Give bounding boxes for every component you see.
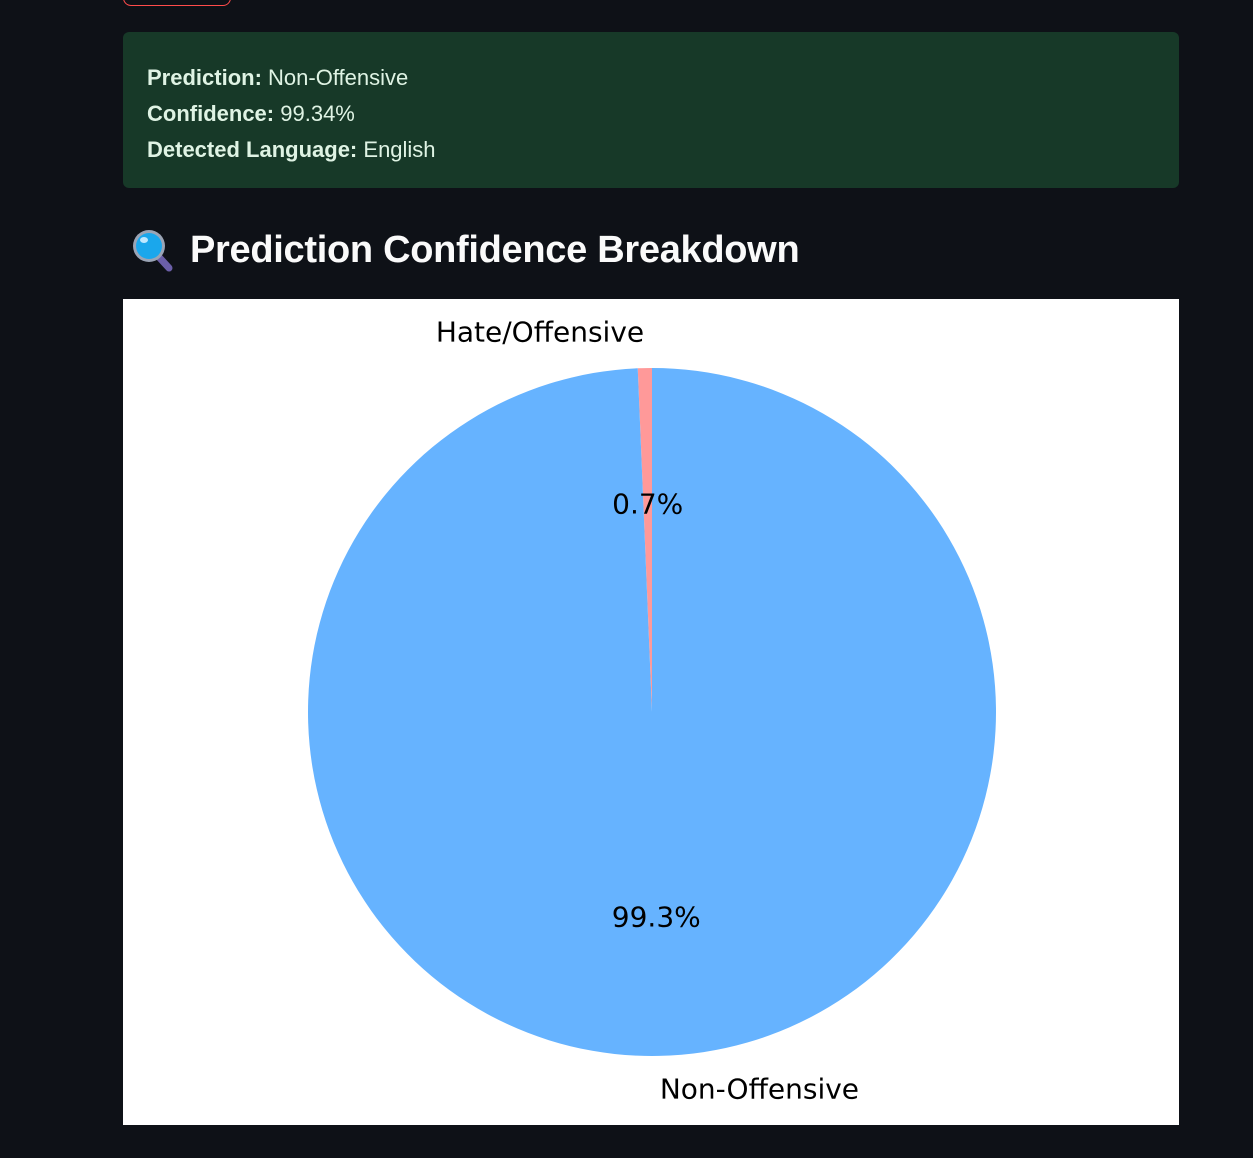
prediction-line: Prediction: Non-Offensive: [147, 60, 1155, 96]
confidence-key: Confidence:: [147, 101, 275, 126]
language-value: English: [363, 137, 436, 162]
pie-slice-non-offensive: [308, 368, 997, 1056]
confidence-value: 99.34%: [280, 101, 355, 126]
pie-slice-hate-offensive: [637, 368, 652, 712]
partial-button[interactable]: [123, 0, 231, 6]
language-line: Detected Language: English: [147, 132, 1155, 168]
pie-percent-non-offensive: 99.3%: [612, 900, 701, 933]
pie-label-non-offensive: Non-Offensive: [660, 1072, 859, 1105]
language-key: Detected Language:: [147, 137, 358, 162]
pie-chart: Hate/Offensive 0.7% Non-Offensive 99.3%: [308, 316, 997, 1105]
breakdown-title: Prediction Confidence Breakdown: [190, 228, 800, 271]
pie-chart-container: Hate/Offensive 0.7% Non-Offensive 99.3%: [123, 299, 1179, 1125]
prediction-key: Prediction:: [147, 65, 262, 90]
prediction-result-box: Prediction: Non-Offensive Confidence: 99…: [123, 32, 1179, 188]
magnifier-icon: [128, 226, 176, 274]
pie-percent-hate-offensive: 0.7%: [612, 488, 683, 521]
confidence-line: Confidence: 99.34%: [147, 96, 1155, 132]
breakdown-heading: Prediction Confidence Breakdown: [128, 222, 800, 278]
pie-label-hate-offensive: Hate/Offensive: [436, 316, 644, 349]
prediction-value: Non-Offensive: [268, 65, 409, 90]
